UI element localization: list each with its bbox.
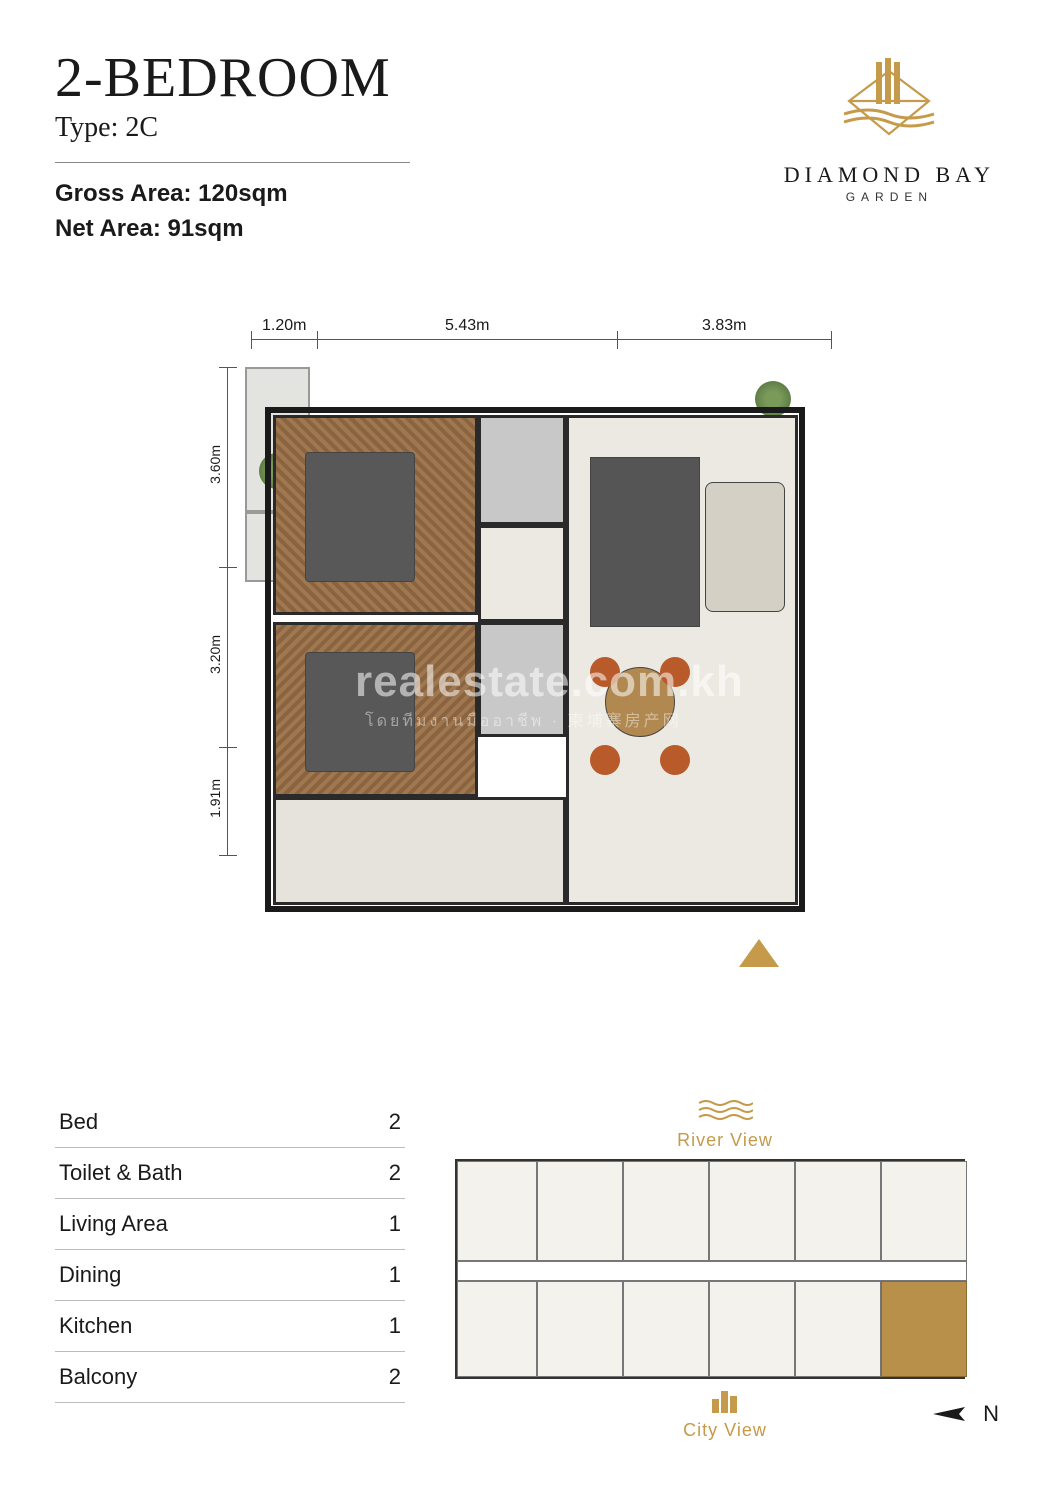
compass-label: N: [983, 1401, 999, 1427]
dimensions-left: 3.60m 3.20m 1.91m: [205, 345, 233, 885]
sofa: [705, 482, 785, 612]
key-plan-unit: [709, 1281, 795, 1377]
chair: [660, 657, 690, 687]
key-plan-unit: [709, 1161, 795, 1261]
brand-subtitle: GARDEN: [784, 190, 995, 204]
spec-row: Bed 2: [55, 1097, 405, 1148]
bottom-section: Bed2Toilet & Bath2Living Area1Dining1Kit…: [55, 1097, 995, 1441]
key-plan-unit: [457, 1281, 537, 1377]
dimensions-top: 1.20m 5.43m 3.83m: [205, 317, 845, 345]
net-area-label: Net Area:: [55, 215, 161, 242]
kitchen: [273, 797, 566, 905]
dimension-label: 3.83m: [702, 317, 746, 335]
spec-row: Kitchen 1: [55, 1301, 405, 1352]
spec-value: 1: [389, 1211, 401, 1237]
spec-value: 1: [389, 1262, 401, 1288]
spec-value: 2: [389, 1364, 401, 1390]
page-title: 2-BEDROOM: [55, 50, 410, 106]
key-plan-unit: [881, 1161, 967, 1261]
spec-label: Toilet & Bath: [59, 1160, 183, 1186]
bathroom-1: [478, 415, 566, 525]
chair: [660, 745, 690, 775]
bed-furniture: [305, 452, 415, 582]
spec-row: Dining 1: [55, 1250, 405, 1301]
entry-arrow-icon: [735, 937, 783, 978]
spec-label: Bed: [59, 1109, 98, 1135]
gross-area-value: 120sqm: [198, 180, 287, 207]
river-view-label: River View: [455, 1130, 995, 1151]
spec-label: Living Area: [59, 1211, 168, 1237]
compass-arrow-icon: [931, 1404, 977, 1424]
building-key-plan: [455, 1159, 965, 1379]
key-plan-unit: [537, 1161, 623, 1261]
chair: [590, 657, 620, 687]
spec-value: 2: [389, 1160, 401, 1186]
city-view-block: City View: [455, 1387, 995, 1441]
header: 2-BEDROOM Type: 2C Gross Area: 120sqm Ne…: [55, 50, 995, 247]
key-plan-unit-current: [881, 1281, 967, 1377]
key-plan-unit: [537, 1281, 623, 1377]
spec-value: 1: [389, 1313, 401, 1339]
chair: [590, 745, 620, 775]
dimension-label: 3.20m: [207, 635, 223, 674]
key-plan-unit: [795, 1161, 881, 1261]
header-left: 2-BEDROOM Type: 2C Gross Area: 120sqm Ne…: [55, 50, 410, 247]
watermark-sub: โดยทีมงานมืออาชีพ · 柬埔寨房产网: [365, 707, 682, 734]
key-plan-unit: [795, 1281, 881, 1377]
key-plan-corridor: [457, 1261, 967, 1281]
plant-icon: [755, 381, 791, 417]
dimension-label: 1.91m: [207, 779, 223, 818]
corridor: [478, 525, 566, 622]
key-plan-unit: [623, 1281, 709, 1377]
key-plan-unit: [623, 1161, 709, 1261]
buildings-icon: [709, 1402, 741, 1419]
header-divider: [55, 162, 410, 163]
waves-icon: [455, 1097, 995, 1126]
compass: N: [931, 1401, 999, 1427]
rug: [590, 457, 700, 627]
unit-type: Type: 2C: [55, 112, 410, 144]
diamond-bay-logo-icon: [814, 56, 964, 151]
spec-label: Kitchen: [59, 1313, 132, 1339]
dimension-label: 1.20m: [262, 317, 306, 335]
spec-row: Balcony 2: [55, 1352, 405, 1403]
city-view-label: City View: [455, 1420, 995, 1441]
gross-area: Gross Area: 120sqm: [55, 177, 410, 212]
gross-area-label: Gross Area:: [55, 180, 192, 207]
dimension-label: 3.60m: [207, 445, 223, 484]
key-plan-unit: [457, 1161, 537, 1261]
spec-row: Living Area 1: [55, 1199, 405, 1250]
net-area: Net Area: 91sqm: [55, 212, 410, 247]
spec-value: 2: [389, 1109, 401, 1135]
spec-label: Dining: [59, 1262, 121, 1288]
unit-plan: realestate.com.kh โดยทีมงานมืออาชีพ · 柬埔…: [245, 367, 805, 927]
net-area-value: 91sqm: [167, 215, 243, 242]
floor-locator: River View City View N: [455, 1097, 995, 1441]
spec-label: Balcony: [59, 1364, 137, 1390]
brand-logo: DIAMOND BAY GARDEN: [784, 56, 995, 204]
brand-name: DIAMOND BAY: [784, 162, 995, 188]
dimension-label: 5.43m: [445, 317, 489, 335]
spec-table: Bed2Toilet & Bath2Living Area1Dining1Kit…: [55, 1097, 405, 1441]
spec-row: Toilet & Bath 2: [55, 1148, 405, 1199]
floor-plan: 1.20m 5.43m 3.83m 3.60m 3.20m 1.91m realesta…: [205, 317, 845, 987]
